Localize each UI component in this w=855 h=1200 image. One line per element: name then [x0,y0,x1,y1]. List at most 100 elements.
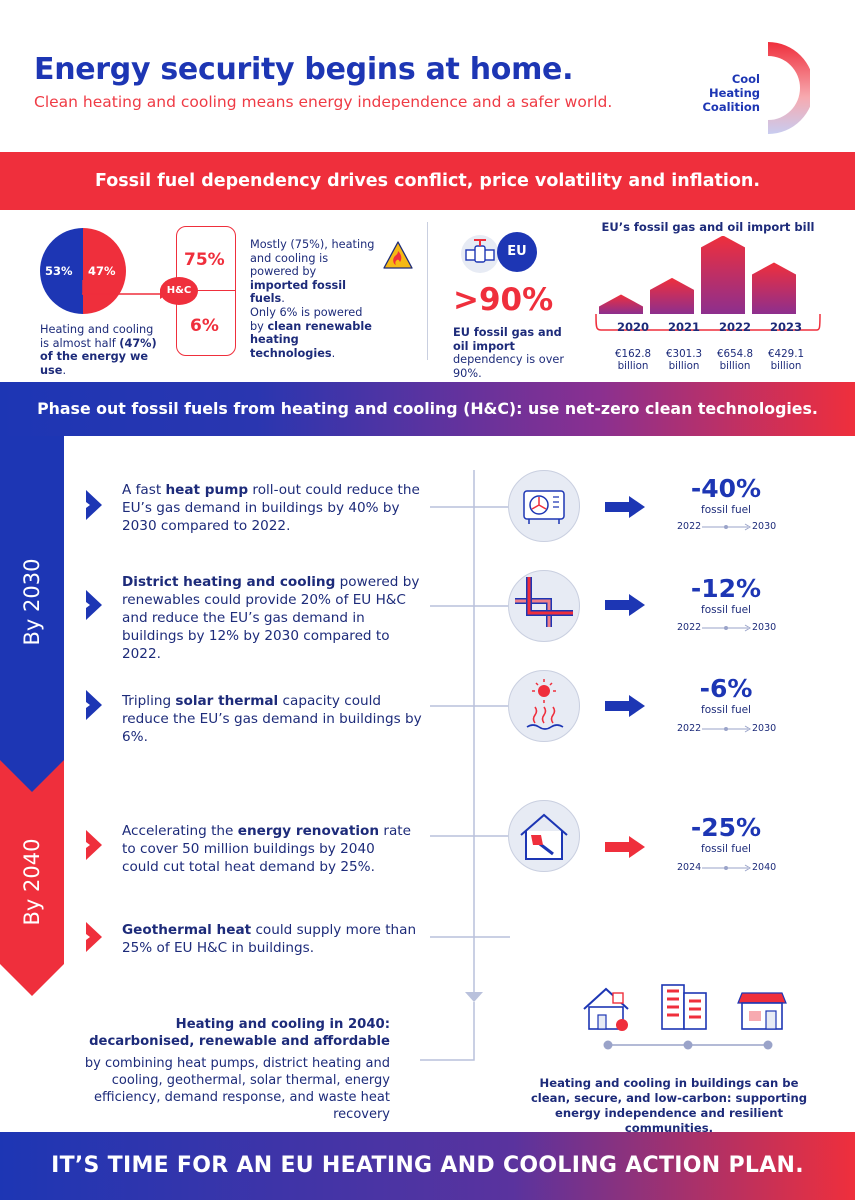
eu-flag-icon: EU [497,232,537,272]
year-range-arrow [702,523,751,531]
result-value: -6% [699,674,753,703]
pie-caption-end: . [62,363,67,377]
heat-pump-icon [508,470,580,542]
geothermal-text: Geothermal heat could supply more than 2… [122,921,422,957]
by-2030-text: By 2030 [20,558,44,646]
gas-valve-icon [461,235,499,273]
year-from: 2024 [677,862,702,873]
shop-icon [737,992,787,1030]
conclusion-heading: Heating and cooling in 2040: decarbonise… [60,1016,390,1050]
year-to: 2030 [752,521,777,532]
year-range-arrow [702,725,751,733]
bar-year-label: 2021 [667,320,700,334]
logo-line: Heating [708,86,760,100]
timeline-side-bars [0,436,64,996]
bar-amount-label: €429.1 billion [758,348,814,372]
text: A fast [122,482,166,498]
text: dependency is over 90%. [453,353,564,380]
text: roll-out could reduce the EU’s gas deman… [122,482,420,534]
year-range-arrow [702,624,751,632]
pie-label-47: 47% [88,264,116,278]
bar-year-label: 2020 [616,320,649,334]
bar-amount-label: €162.8 billion [605,348,661,372]
pie-label-53: 53% [45,264,73,278]
chevron-right-icon [86,922,102,952]
result-label: fossil fuel [701,704,751,716]
solar-thermal-text: Tripling solar thermal capacity could re… [122,692,422,746]
text-bold: imported fossil fuels [250,278,347,306]
text-bold: heat pump [165,482,249,498]
amount: €654.8 [716,348,754,360]
text: . [331,346,336,360]
text: capacity could reduce the EU’s gas deman… [122,693,422,745]
import-bill-bar [752,262,796,314]
amount: €301.3 [665,348,703,360]
house-icon [583,987,629,1031]
dependency-text: EU fossil gas and oil import dependency … [453,326,571,380]
logo-line: Cool [731,72,760,86]
arrow-right-icon [605,695,645,717]
text-bold: District heating and cooling [122,574,336,590]
district-heating-text: District heating and cooling powered by … [122,573,422,663]
house-renovation-icon [508,800,580,872]
result-value: -40% [690,474,762,503]
chevron-right-icon [86,690,102,720]
year-from: 2022 [677,723,702,734]
result-label: fossil fuel [701,504,751,516]
pie-caption-text: Heating and cooling is almost half [40,323,154,350]
flammable-warning-icon [383,241,413,269]
text-bold: clean renewable heating technologies [250,319,372,360]
bracket-value-6: 6% [190,316,219,336]
text: . [281,292,285,305]
year-range-arrow [702,864,751,872]
amount: €429.1 [767,348,805,360]
text-bold: EU fossil gas and oil import [453,326,562,353]
unit: billion [668,360,700,372]
text: rate to cover 50 million buildings by 20… [122,823,411,875]
unit: billion [719,360,751,372]
banner-text: Fossil fuel dependency drives conflict, … [94,171,761,191]
chevron-right-icon [86,830,102,860]
buildings-illustration [583,984,787,1050]
heat-pump-text: A fast heat pump roll-out could reduce t… [122,481,422,535]
heading-line: Heating and cooling in 2040: [175,1017,390,1032]
text: Mostly (75%), heating and cooling is pow… [250,238,375,278]
import-bill-bar [701,236,745,314]
import-bill-bar [599,294,643,314]
year-to: 2030 [752,622,777,633]
result-value: -25% [690,813,762,842]
arrow-right-icon [605,496,645,518]
bracket-value-75: 75% [184,250,225,270]
conclusion-body: by combining heat pumps, district heatin… [84,1056,390,1122]
fossil-share-text: Mostly (75%), heating and cooling is pow… [250,238,378,306]
pie-caption: Heating and cooling is almost half (47%)… [40,323,160,377]
footer-call-to-action: IT’S TIME FOR AN EU HEATING AND COOLING … [51,1153,804,1178]
chevron-right-icon [86,490,102,520]
result-value: -12% [690,574,762,603]
bracket-divider [176,290,236,291]
heading-line: decarbonised, renewable and affordable [89,1034,390,1049]
unit: billion [617,360,649,372]
energy-renovation-text: Accelerating the energy renovation rate … [122,822,412,876]
arrow-right-icon [605,836,645,858]
by-2040-label: By 2040 [0,839,102,926]
page-subtitle: Clean heating and cooling means energy i… [34,93,613,111]
text: Tripling [122,693,176,709]
hc-badge: H&C [160,277,198,305]
logo-line: Coalition [702,100,760,114]
text: powered by renewables could provide 20% … [122,574,420,662]
result-label: fossil fuel [701,843,751,855]
bar-amount-label: €301.3 billion [656,348,712,372]
amount: €162.8 [614,348,652,360]
pie-caption-bold: of the energy we use [40,350,149,377]
text: Accelerating the [122,823,238,839]
eu-badge-label: EU [507,244,527,259]
banner-phase-out: Phase out fossil fuels from heating and … [0,382,855,436]
logo: Cool Heating Coalition [700,72,760,114]
banner-text: Phase out fossil fuels from heating and … [37,399,818,418]
arrow-right-icon [605,594,645,616]
district-heating-pipes-icon [508,570,580,642]
year-to: 2040 [752,862,777,873]
year-from: 2022 [677,622,702,633]
energy-share-pie-chart [40,228,126,314]
